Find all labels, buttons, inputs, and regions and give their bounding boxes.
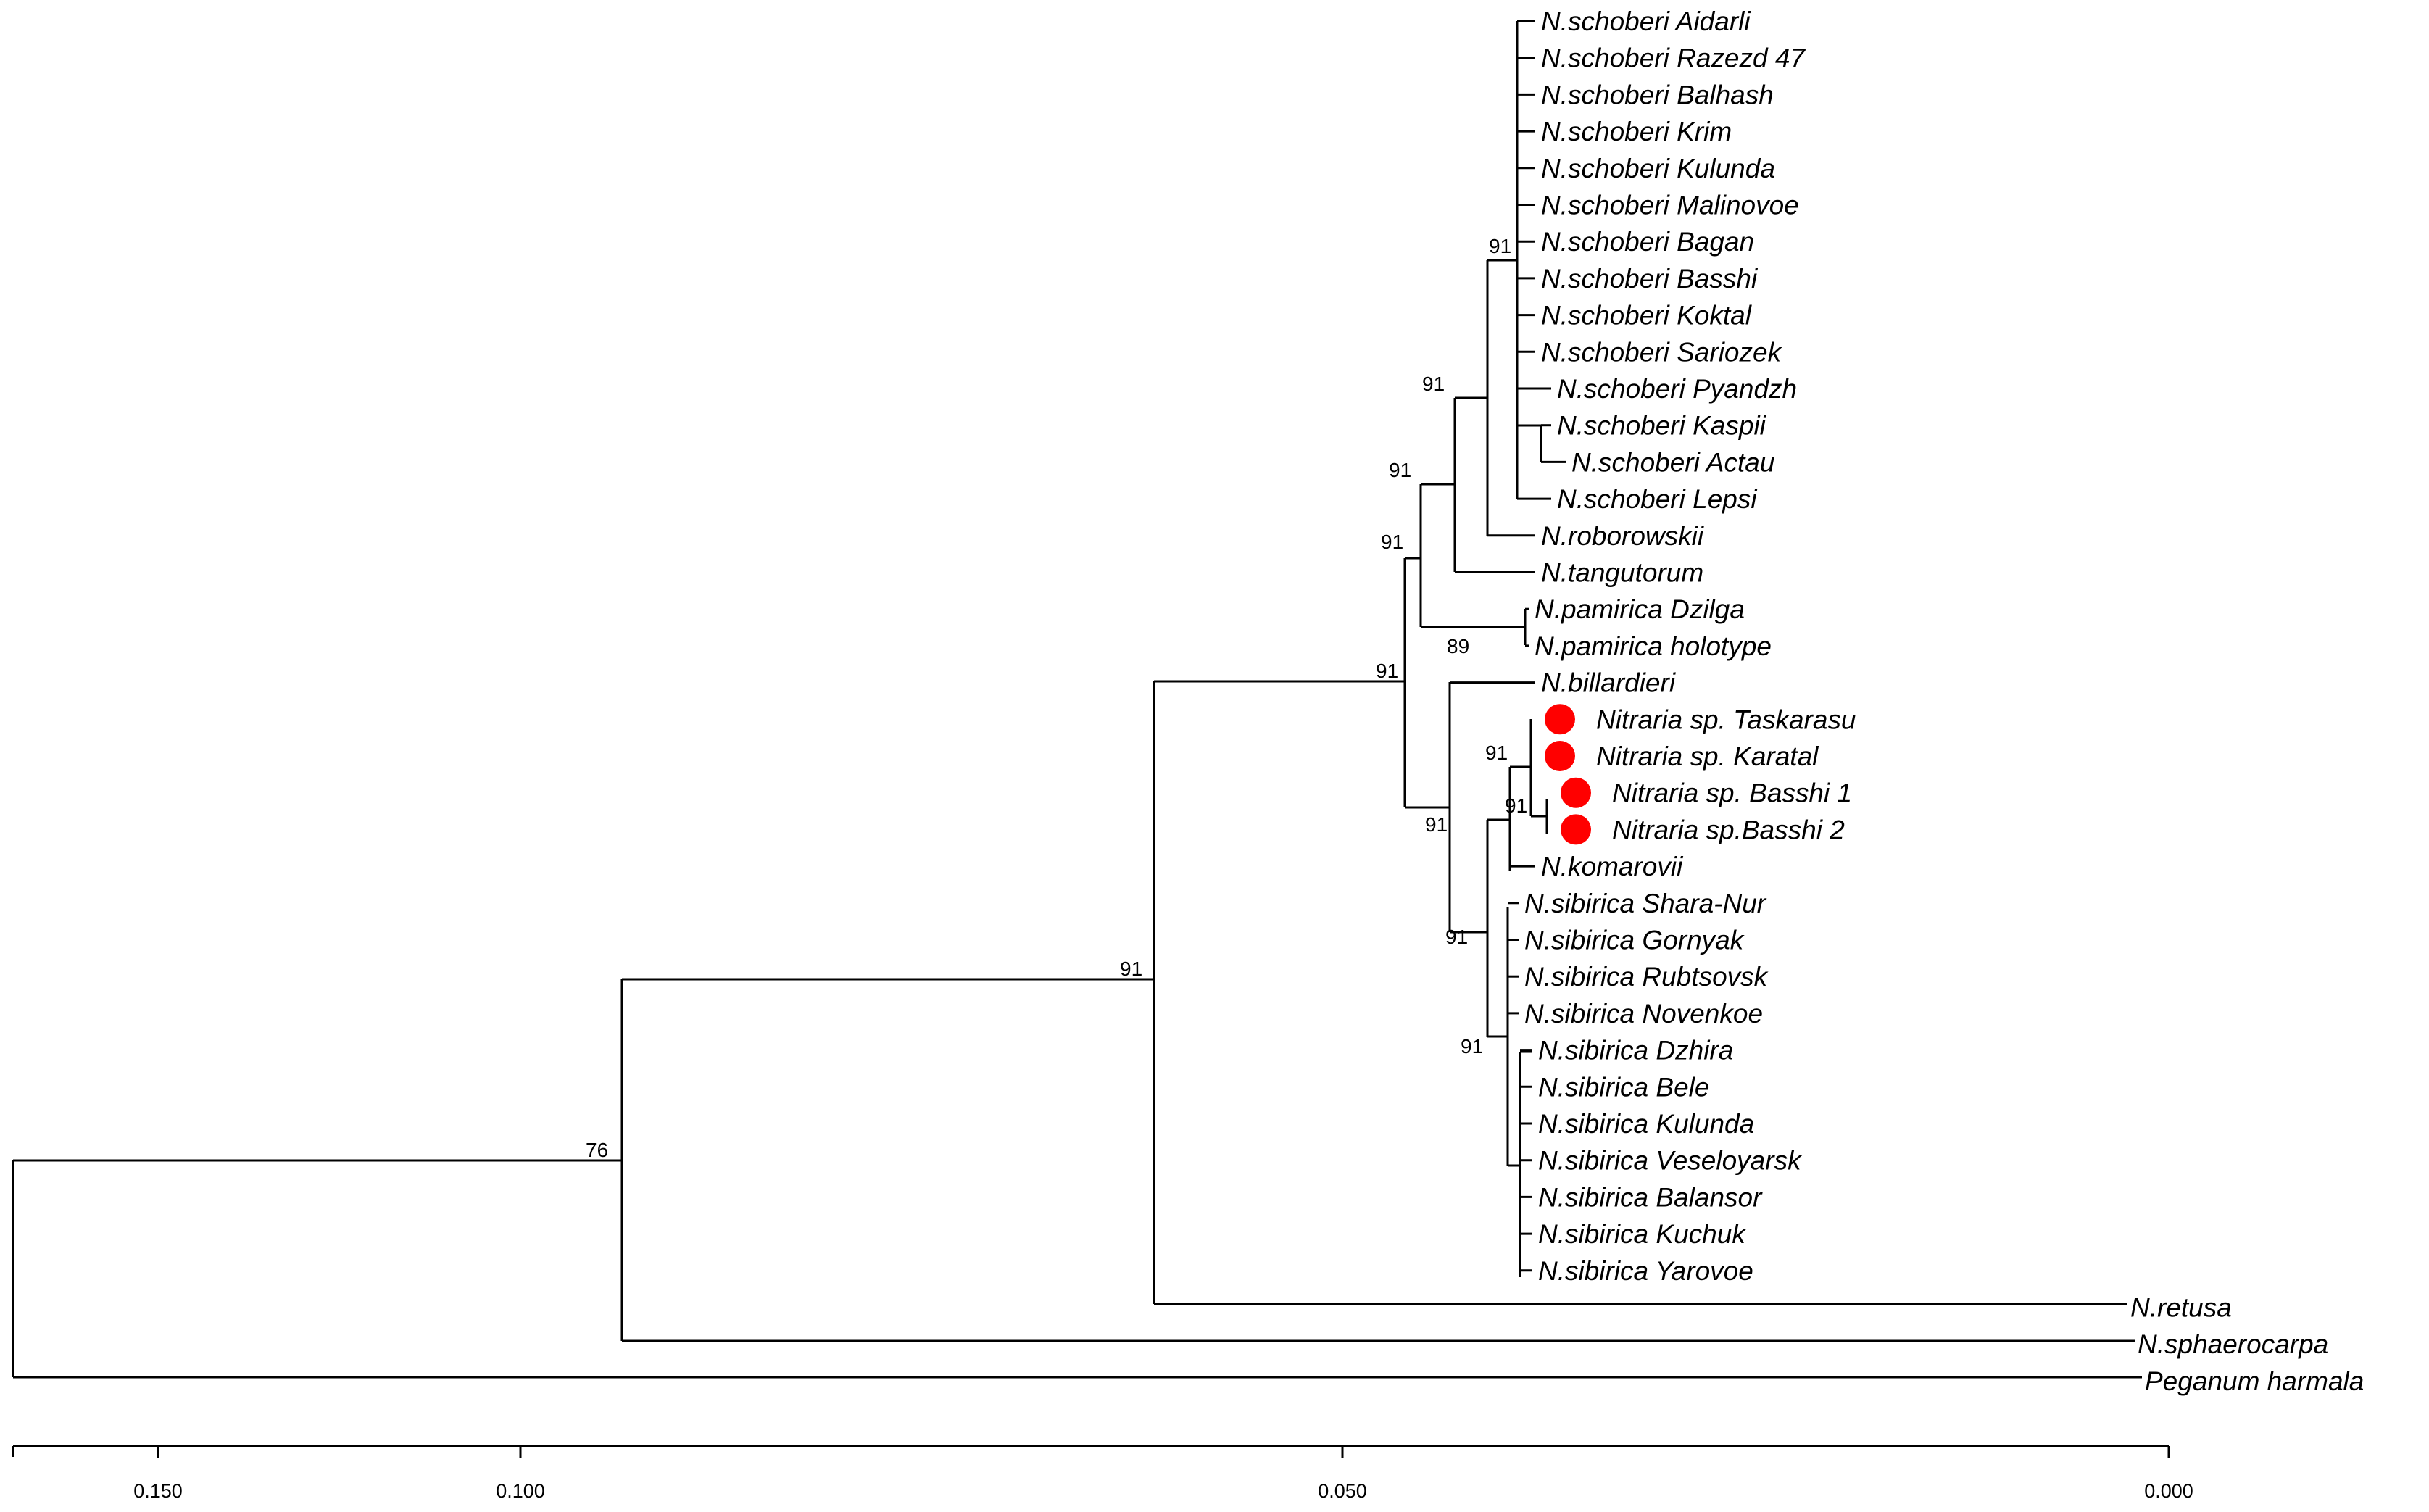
taxon-label: N.schoberi Pyandzh bbox=[1557, 374, 1797, 404]
scale-tick-label: 0.150 bbox=[133, 1480, 183, 1502]
taxon-label: N.sibirica Kuchuk bbox=[1538, 1219, 1747, 1249]
bootstrap-value: 91 bbox=[1376, 660, 1398, 682]
bootstrap-value: 76 bbox=[586, 1139, 608, 1161]
taxon-labels: N.schoberi Aidarli N.schoberi Razezd 47 N.… bbox=[1524, 7, 2364, 1396]
bootstrap-value: 91 bbox=[1389, 459, 1411, 481]
taxon-label: N.roborowskii bbox=[1541, 521, 1705, 551]
bootstrap-value: 91 bbox=[1461, 1035, 1483, 1058]
taxon-label: N.schoberi Sariozek bbox=[1541, 337, 1783, 367]
branch-kaspii-actau bbox=[1517, 424, 1542, 462]
branch-basshi bbox=[1531, 799, 1548, 834]
taxon-label: N.tangutorum bbox=[1541, 558, 1703, 588]
taxon-label: N.sibirica Novenkoe bbox=[1524, 999, 1763, 1029]
scale-axis: 0.150 0.100 0.050 0.000 bbox=[12, 1445, 2193, 1502]
taxon-label: N.schoberi Lepsi bbox=[1557, 484, 1758, 514]
branch-nitsp-komarovii bbox=[1487, 767, 1511, 871]
taxon-label: N.schoberi Actau bbox=[1571, 447, 1774, 477]
taxon-label: N.pamirica holotype bbox=[1535, 631, 1772, 661]
taxon-label: N.sibirica Shara-Nur bbox=[1524, 889, 1767, 918]
taxon-label: Peganum harmala bbox=[2145, 1366, 2364, 1396]
taxon-label: N.schoberi Kulunda bbox=[1541, 154, 1775, 183]
bootstrap-value: 89 bbox=[1447, 635, 1469, 657]
bootstrap-value: 91 bbox=[1425, 813, 1448, 836]
taxon-label: N.sibirica Rubtsovsk bbox=[1524, 962, 1769, 992]
bootstrap-value: 91 bbox=[1422, 373, 1445, 395]
taxon-label: N.schoberi Razezd 47 bbox=[1541, 43, 1806, 73]
taxon-label: N.sibirica Balansor bbox=[1538, 1182, 1763, 1212]
scale-tick-label: 0.000 bbox=[2144, 1480, 2193, 1502]
highlight-markers bbox=[1545, 704, 1591, 845]
taxon-label: N.schoberi Balhash bbox=[1541, 80, 1774, 109]
highlight-marker-icon bbox=[1545, 704, 1575, 735]
taxon-label: N.sibirica Yarovoe bbox=[1538, 1256, 1753, 1286]
bootstrap-value: 91 bbox=[1445, 926, 1468, 948]
highlight-marker-icon bbox=[1561, 777, 1591, 808]
taxon-label: N.sibirica Bele bbox=[1538, 1072, 1709, 1102]
scale-tick-label: 0.100 bbox=[496, 1480, 545, 1502]
taxon-label: N.schoberi Basshi bbox=[1541, 264, 1759, 294]
taxon-label: Nitraria sp. Basshi 1 bbox=[1612, 778, 1852, 808]
taxon-label: N.schoberi Malinovoe bbox=[1541, 191, 1799, 220]
taxon-label: N.schoberi Koktal bbox=[1541, 301, 1753, 331]
tree-branches bbox=[12, 21, 2142, 1379]
taxon-label: N.sibirica Gornyak bbox=[1524, 926, 1745, 955]
taxon-label: N.schoberi Krim bbox=[1541, 117, 1732, 146]
taxon-label: N.sibirica Veseloyarsk bbox=[1538, 1146, 1803, 1176]
branch-sibirica-sub bbox=[1508, 1052, 1521, 1277]
taxon-label: N.sphaerocarpa bbox=[2138, 1329, 2328, 1359]
taxon-label: N.schoberi Kaspii bbox=[1557, 411, 1767, 441]
taxon-label: N.schoberi Bagan bbox=[1541, 227, 1754, 257]
bootstrap-value: 91 bbox=[1381, 531, 1403, 553]
branch-schoberi-tangutorum bbox=[1421, 398, 1456, 572]
branch-sibirica-nitsp bbox=[1450, 820, 1489, 1037]
taxon-label: N.billardieri bbox=[1541, 668, 1677, 698]
branch-pamirica bbox=[1421, 609, 1527, 645]
bootstrap-value: 91 bbox=[1489, 235, 1511, 257]
taxon-label: N.sibirica Kulunda bbox=[1538, 1109, 1754, 1139]
branch-schoberi bbox=[1487, 21, 1519, 499]
taxon-label: N.komarovii bbox=[1541, 852, 1684, 881]
branch-sibirica bbox=[1487, 907, 1509, 1166]
branch-schoberi-roborowskii bbox=[1455, 260, 1489, 536]
highlight-marker-icon bbox=[1561, 814, 1591, 845]
leaf-branches bbox=[1450, 20, 1566, 1272]
bootstrap-value: 91 bbox=[1505, 794, 1527, 817]
highlight-marker-icon bbox=[1545, 741, 1575, 771]
branch-root bbox=[12, 1159, 2142, 1379]
branch-ingroup bbox=[620, 979, 2135, 1342]
taxon-label: N.schoberi Aidarli bbox=[1541, 7, 1751, 36]
branch-schoberi-pamirica bbox=[1405, 484, 1422, 627]
bootstrap-value: 91 bbox=[1485, 742, 1508, 764]
taxon-label: N.sibirica Dzhira bbox=[1538, 1036, 1733, 1066]
branch-core bbox=[1154, 558, 1406, 807]
bootstrap-labels: 76 91 91 91 91 91 91 89 91 91 91 91 91 bbox=[586, 235, 1527, 1161]
branch-nitraria bbox=[622, 681, 2127, 1305]
branch-billardieri-sibirica bbox=[1405, 682, 1451, 932]
taxon-label: N.pamirica Dzilga bbox=[1535, 594, 1745, 624]
bootstrap-value: 91 bbox=[1120, 958, 1142, 980]
scale-tick-label: 0.050 bbox=[1318, 1480, 1367, 1502]
taxon-label: Nitraria sp. Karatal bbox=[1596, 742, 1819, 771]
branch-nitsp bbox=[1510, 719, 1532, 816]
taxon-label: N.retusa bbox=[2130, 1293, 2232, 1323]
taxon-label: Nitraria sp. Taskarasu bbox=[1596, 705, 1856, 734]
taxon-label: Nitraria sp.Basshi 2 bbox=[1612, 815, 1845, 844]
